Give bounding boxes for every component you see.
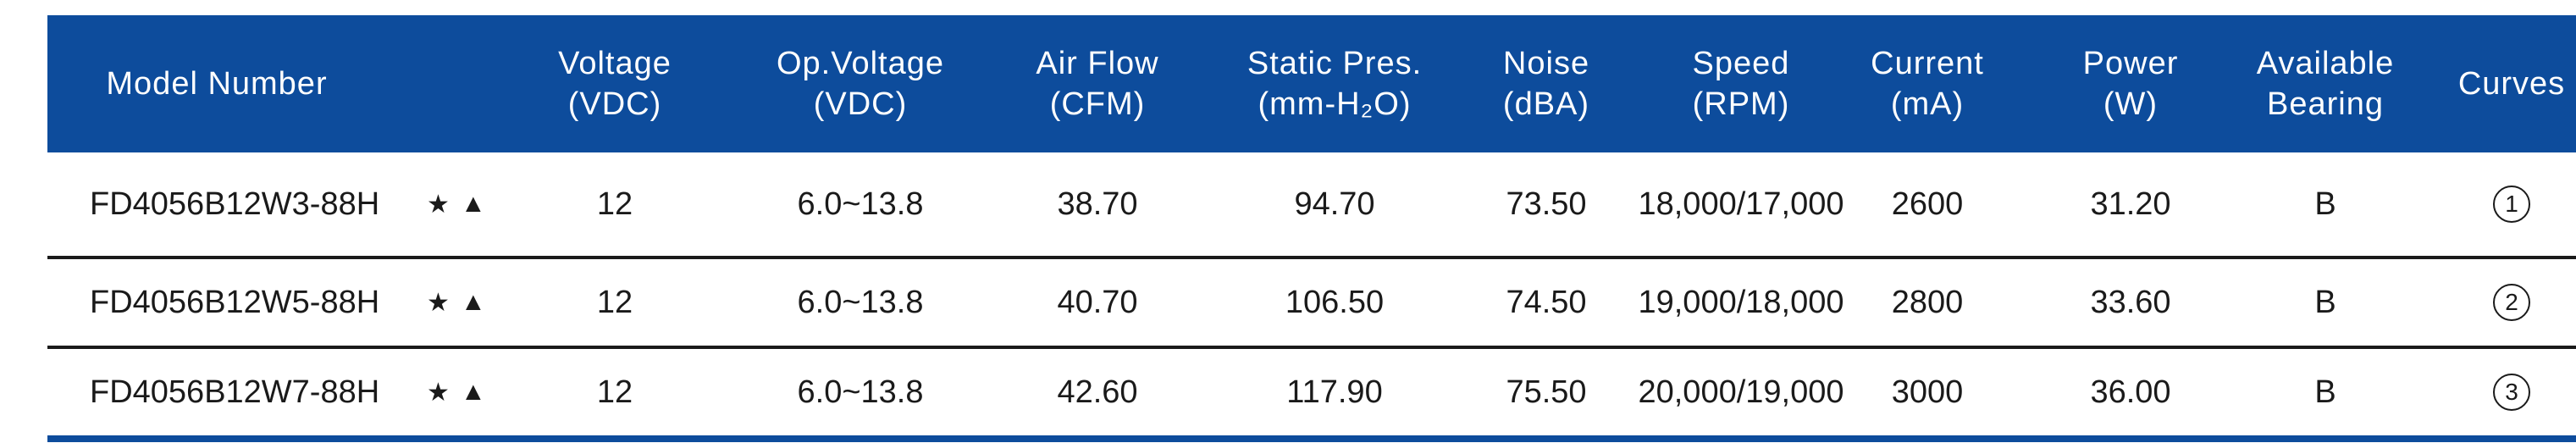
cell-current: 2800 <box>1891 284 1964 320</box>
header-label: Speed <box>1692 46 1790 81</box>
header-unit: (mm-H₂O) <box>1258 86 1412 122</box>
cell-static-pressure: 106.50 <box>1285 284 1385 320</box>
cell-op-voltage: 6.0~13.8 <box>797 284 924 320</box>
cell-op-voltage: 6.0~13.8 <box>797 374 924 410</box>
header-label: Current <box>1871 46 1984 81</box>
header-unit: (dBA) <box>1502 86 1590 122</box>
header-unit: (CFM) <box>1049 86 1146 122</box>
header-airflow: Air Flow (CFM) <box>987 15 1208 152</box>
cell-current: 3000 <box>1891 374 1964 410</box>
cell-noise: 75.50 <box>1506 374 1587 410</box>
row-divider <box>47 256 2576 259</box>
cell-voltage: 12 <box>596 284 633 320</box>
table-header: Model Number Voltage (VDC) Op.Voltage (V… <box>47 15 2576 152</box>
header-label: Available <box>2256 46 2395 81</box>
cell-power: 31.20 <box>2090 186 2171 222</box>
cell-static-pressure: 117.90 <box>1286 374 1383 410</box>
cell-speed: 19,000/18,000 <box>1638 284 1844 320</box>
curve-number-badge: 1 <box>2493 186 2530 223</box>
cell-airflow: 38.70 <box>1057 186 1138 222</box>
header-curves: Curves <box>2435 15 2576 152</box>
cell-power: 33.60 <box>2090 284 2171 320</box>
cell-op-voltage: 6.0~13.8 <box>797 186 924 222</box>
star-icon: ★ <box>427 190 450 219</box>
header-label: Power <box>2082 46 2179 81</box>
header-speed: Speed (RPM) <box>1614 15 1868 152</box>
table-row: FD4056B12W5-88H ★ ▲ 12 6.0~13.8 40.70 10… <box>47 259 2576 346</box>
cell-current: 2600 <box>1891 186 1964 222</box>
header-label: Noise <box>1502 46 1590 81</box>
star-icon: ★ <box>427 288 450 317</box>
header-label: Air Flow <box>1036 46 1159 81</box>
cell-noise: 74.50 <box>1506 284 1587 320</box>
cell-power: 36.00 <box>2090 374 2171 410</box>
triangle-icon: ▲ <box>461 190 486 218</box>
cell-airflow: 42.60 <box>1057 374 1138 410</box>
cell-voltage: 12 <box>596 186 633 222</box>
header-unit: (VDC) <box>813 86 908 122</box>
header-noise: Noise (dBA) <box>1462 15 1631 152</box>
row-divider <box>47 346 2576 349</box>
cell-bearing: B <box>2314 186 2336 222</box>
cell-model-number: FD4056B12W7-88H <box>90 374 380 410</box>
curve-number-badge: 3 <box>2493 374 2530 411</box>
table-row: FD4056B12W7-88H ★ ▲ 12 6.0~13.8 42.60 11… <box>47 349 2576 435</box>
cell-model-number: FD4056B12W5-88H <box>90 284 380 320</box>
header-unit: (mA) <box>1890 86 1965 122</box>
table-row: FD4056B12W3-88H ★ ▲ 12 6.0~13.8 38.70 94… <box>47 152 2576 256</box>
triangle-icon: ▲ <box>461 288 486 316</box>
header-power: Power (W) <box>2046 15 2215 152</box>
cell-bearing: B <box>2314 374 2336 410</box>
header-voltage: Voltage (VDC) <box>479 15 750 152</box>
cell-model-number: FD4056B12W3-88H <box>90 186 380 222</box>
star-icon: ★ <box>427 378 450 407</box>
header-unit: (RPM) <box>1692 86 1790 122</box>
cell-speed: 20,000/19,000 <box>1638 374 1844 410</box>
cell-static-pressure: 94.70 <box>1294 186 1375 222</box>
cell-airflow: 40.70 <box>1057 284 1138 320</box>
curve-number-badge: 2 <box>2493 284 2530 321</box>
cell-curves: 1 <box>2435 152 2576 256</box>
cell-curves: 3 <box>2435 349 2576 435</box>
header-op-voltage: Op.Voltage (VDC) <box>733 15 987 152</box>
cell-curves: 2 <box>2435 259 2576 346</box>
cell-voltage: 12 <box>596 374 633 410</box>
fan-spec-table: Model Number Voltage (VDC) Op.Voltage (V… <box>47 15 2576 442</box>
cell-speed: 18,000/17,000 <box>1638 186 1844 222</box>
header-label: Curves <box>2457 66 2566 102</box>
header-model-number: Model Number <box>47 15 386 152</box>
triangle-icon: ▲ <box>461 378 486 406</box>
header-label: Op.Voltage <box>776 46 945 81</box>
header-label: Voltage <box>558 46 672 81</box>
header-available-bearing: Available Bearing <box>2215 15 2435 152</box>
cell-noise: 73.50 <box>1506 186 1587 222</box>
header-static-pressure: Static Pres. (mm-H₂O) <box>1208 15 1462 152</box>
header-label: Static Pres. <box>1247 46 1423 81</box>
header-current: Current (mA) <box>1851 15 2004 152</box>
header-label: Model Number <box>106 66 328 102</box>
table-bottom-rule <box>47 435 2576 442</box>
header-label-line2: Bearing <box>2267 86 2384 122</box>
header-unit: (VDC) <box>567 86 662 122</box>
cell-bearing: B <box>2314 284 2336 320</box>
header-unit: (W) <box>2103 86 2159 122</box>
